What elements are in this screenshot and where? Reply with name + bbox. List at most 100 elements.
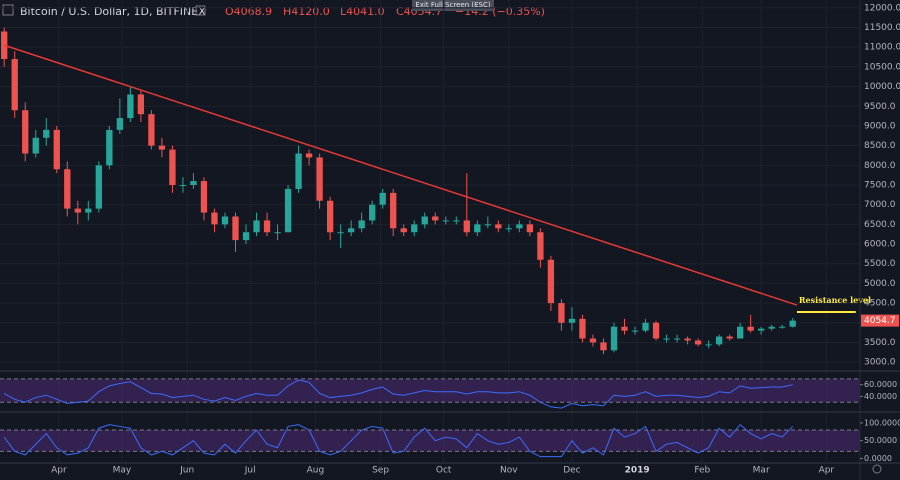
candle-body: [652, 322, 660, 339]
candle-body: [305, 153, 313, 158]
y-tick-label: 9000.0: [864, 121, 896, 131]
y-tick-label: 7000.0: [864, 200, 896, 210]
candle-body: [432, 216, 439, 221]
candle-body: [789, 320, 796, 327]
candle-body: [642, 322, 649, 331]
candle-body: [337, 232, 344, 234]
candle-body: [85, 208, 92, 213]
ohlc-high: H4120.0: [283, 5, 330, 18]
y-tick-label: 50.0000: [864, 436, 897, 445]
candle-body: [316, 157, 323, 201]
last-price-box: [861, 314, 899, 327]
candle-body: [369, 204, 376, 221]
candle-body: [284, 188, 292, 233]
x-tick-label: Apr: [819, 466, 835, 476]
candle-body: [453, 220, 460, 222]
candle-body: [547, 259, 555, 304]
y-tick-label: 10500.0: [864, 62, 900, 72]
candle-body: [390, 192, 397, 229]
candle-body: [411, 224, 418, 233]
x-tick-label: Jun: [179, 466, 194, 476]
candle-body: [747, 326, 754, 331]
y-tick-label: 8000.0: [864, 161, 896, 171]
candle-body: [116, 118, 124, 130]
x-tick-label: Mar: [753, 466, 770, 476]
y-tick-label: 100.0000: [864, 418, 900, 427]
candle-body: [526, 224, 534, 233]
candle-body: [400, 228, 407, 233]
candle-body: [663, 338, 670, 340]
resistance-label: Resistance level: [799, 295, 871, 305]
candle-body: [74, 208, 81, 213]
candle-body: [190, 181, 197, 185]
candle-body: [379, 192, 386, 205]
candle-body: [53, 129, 60, 170]
x-tick-label: Feb: [694, 466, 710, 476]
candle-body: [32, 137, 39, 154]
y-tick-label: 3500.0: [864, 338, 896, 348]
candle-body: [579, 318, 586, 339]
symbol-icon[interactable]: [2, 4, 14, 16]
candle-body: [179, 185, 187, 186]
y-tick-label: 60.0000: [864, 380, 897, 389]
settings-icon[interactable]: [872, 464, 882, 474]
candle-body: [726, 336, 733, 339]
x-tick-label: Nov: [500, 466, 518, 476]
tooltip-box: [412, 0, 494, 11]
y-tick-label: 11500.0: [864, 23, 900, 33]
last-price-label: 4054.7: [864, 316, 896, 326]
y-tick-label: 6000.0: [864, 240, 896, 250]
candle-body: [421, 216, 428, 225]
y-tick-label: 8500.0: [864, 141, 896, 151]
x-tick-label: Jul: [244, 466, 256, 476]
candle-body: [736, 326, 744, 339]
candle-body: [137, 94, 145, 115]
y-tick-label: 12000.0: [864, 3, 900, 13]
x-tick-label: May: [113, 466, 132, 476]
candle-body: [95, 165, 102, 209]
candle-body: [442, 220, 449, 222]
x-tick-label: Oct: [436, 466, 452, 476]
candle-body: [589, 338, 597, 343]
x-tick-label: Sep: [372, 466, 389, 476]
candle-body: [253, 220, 260, 233]
candle-body: [221, 216, 229, 225]
candle-body: [148, 114, 155, 146]
indicator-line: [3, 423, 794, 458]
candle-body: [715, 336, 723, 345]
candle-body: [326, 200, 334, 233]
candle-body: [600, 342, 607, 351]
y-tick-label: 6500.0: [864, 220, 896, 230]
trendline: [3, 44, 798, 306]
y-tick-label: 4500.0: [864, 299, 896, 309]
candle-body: [274, 232, 281, 234]
x-tick-label: Apr: [51, 466, 67, 476]
y-tick-label: 0.0000: [864, 454, 892, 463]
candle-body: [463, 220, 470, 233]
candle-body: [106, 129, 113, 166]
candle-body: [610, 326, 618, 351]
candle-body: [232, 216, 239, 241]
collapse-button[interactable]: [195, 5, 206, 16]
candle-body: [484, 224, 491, 226]
candle-body: [127, 94, 134, 119]
candle-body: [705, 344, 712, 346]
y-tick-label: 40.0000: [864, 392, 897, 401]
candle-body: [631, 330, 639, 332]
candle-body: [22, 110, 29, 154]
candle-body: [295, 153, 302, 189]
y-tick-label: 11000.0: [864, 43, 900, 53]
x-tick-label: 2019: [625, 466, 650, 476]
candle-body: [11, 59, 18, 111]
candle-body: [211, 212, 218, 225]
candle-body: [673, 338, 681, 340]
tooltip[interactable]: Exit Full Screen (ESC): [415, 1, 490, 9]
candle-body: [263, 220, 271, 233]
x-tick-label: Dec: [563, 466, 580, 476]
candle-body: [768, 326, 775, 329]
candle-body: [779, 326, 786, 328]
candle-body: [358, 220, 365, 229]
